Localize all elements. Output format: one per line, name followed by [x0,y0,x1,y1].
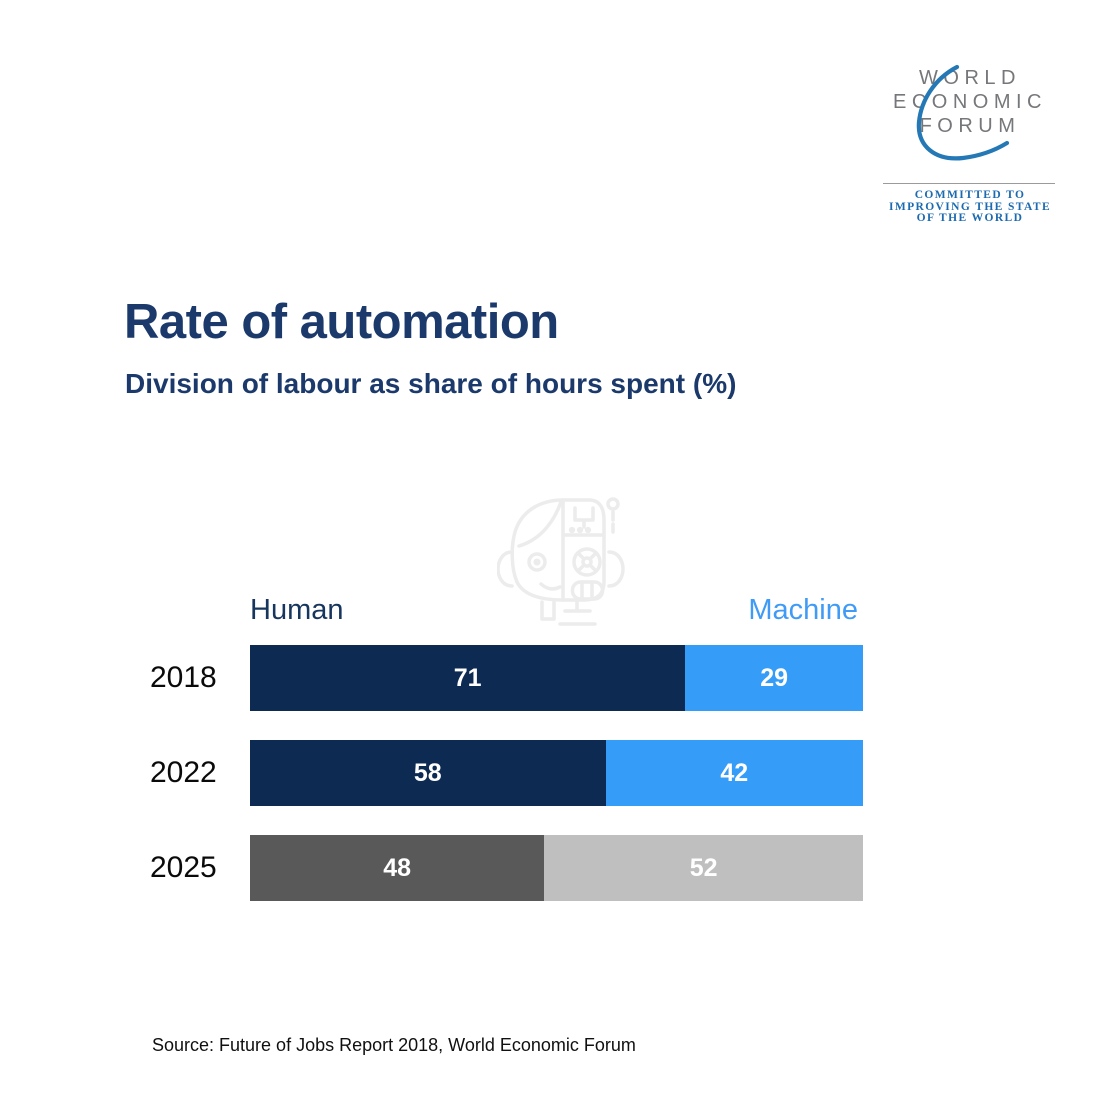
bar-value-label: 42 [720,758,749,787]
stacked-bar: 58 42 [250,740,863,806]
bar-value-label: 58 [413,758,442,787]
wef-logo-word: FORUM [919,115,1021,137]
wef-tagline: COMMITTED TO IMPROVING THE STATE OF THE … [880,189,1060,225]
human-robot-head-icon [497,497,625,626]
page-subtitle: Division of labour as share of hours spe… [125,368,737,399]
page-title: Rate of automation [124,295,559,349]
human-bar-segment: 71 [250,645,686,711]
bar-value-label: 52 [689,853,718,882]
legend-machine-label: Machine [748,594,858,626]
machine-bar-segment: 52 [544,835,863,901]
wef-logo-wordmark: WORLD ECONOMIC FORUM [880,66,1060,138]
bar-row: 2025 48 52 [150,835,865,901]
tagline-line: OF THE WORLD [916,212,1024,224]
legend-human-label: Human [250,594,344,626]
year-label: 2022 [150,756,217,789]
tagline-line: IMPROVING THE STATE [888,200,1052,213]
bar-rows: 2018 71 29 2022 58 42 2025 48 52 [150,645,865,930]
bar-row: 2022 58 42 [150,740,865,806]
stacked-bar: 48 52 [250,835,863,901]
bar-value-label: 29 [760,663,788,692]
stacked-bar: 71 29 [250,645,863,711]
wef-logo-word: ECONOMIC [893,91,1047,113]
wef-logo-word: WORLD [919,67,1021,89]
bar-row: 2018 71 29 [150,645,865,711]
wef-logo: WORLD ECONOMIC FORUM COMMITTED TO IMPROV… [880,52,1060,232]
machine-bar-segment: 29 [685,645,863,711]
human-bar-segment: 48 [250,835,545,901]
year-label: 2018 [150,661,217,694]
year-label: 2025 [150,851,217,884]
human-bar-segment: 58 [250,740,606,806]
tagline-line: COMMITTED TO [914,189,1026,201]
bar-value-label: 71 [453,663,482,692]
source-note: Source: Future of Jobs Report 2018, Worl… [152,1035,636,1055]
bar-value-label: 48 [383,853,412,882]
logo-divider [883,183,1055,184]
machine-bar-segment: 42 [605,740,863,806]
